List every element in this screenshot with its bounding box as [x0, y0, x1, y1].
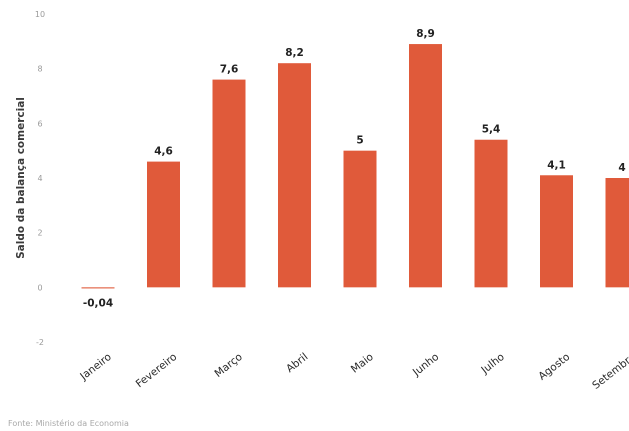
x-tick-label: Julho — [478, 351, 506, 377]
bar — [213, 80, 246, 288]
bar — [540, 175, 573, 287]
y-tick-label: 0 — [37, 283, 42, 292]
x-tick-label: Fevereiro — [134, 351, 180, 390]
bar — [278, 63, 311, 287]
y-tick-label: -2 — [36, 338, 44, 347]
data-label: 8,9 — [416, 28, 435, 40]
data-label: 5 — [356, 135, 363, 147]
y-tick-label: 8 — [37, 65, 42, 74]
data-label: -0,04 — [83, 297, 113, 309]
y-tick-label: 10 — [35, 10, 45, 19]
bar — [409, 44, 442, 287]
bar — [82, 287, 115, 288]
x-tick-label: Janeiro — [77, 351, 114, 383]
bar — [344, 151, 377, 288]
y-tick-labels: -2 0 2 4 6 8 10 — [35, 10, 45, 347]
bar — [147, 162, 180, 288]
data-label: 8,2 — [285, 47, 304, 59]
y-tick-label: 4 — [37, 174, 42, 183]
y-axis-label: Saldo da balança comercial — [15, 97, 27, 259]
x-tick-label: Setembro — [590, 351, 629, 392]
source-note: Fonte: Ministério da Economia — [8, 418, 129, 428]
data-label: 4,6 — [154, 146, 173, 158]
data-label: 4,1 — [547, 159, 566, 171]
x-tick-label: Junho — [410, 351, 441, 379]
data-label: 5,4 — [482, 124, 501, 136]
bar — [606, 178, 629, 287]
y-tick-label: 6 — [37, 119, 42, 128]
x-tick-label: Maio — [349, 351, 376, 376]
x-tick-label: Março — [212, 351, 244, 380]
data-label: 7,6 — [220, 64, 239, 76]
x-tick-label: Abril — [284, 351, 310, 375]
data-label: 4 — [618, 162, 625, 174]
x-tick-label: Agosto — [536, 351, 572, 383]
bar — [475, 140, 508, 288]
x-tick-labels: Janeiro Fevereiro Março Abril Maio Junho Julho… — [77, 351, 629, 392]
y-tick-label: 2 — [37, 229, 42, 238]
